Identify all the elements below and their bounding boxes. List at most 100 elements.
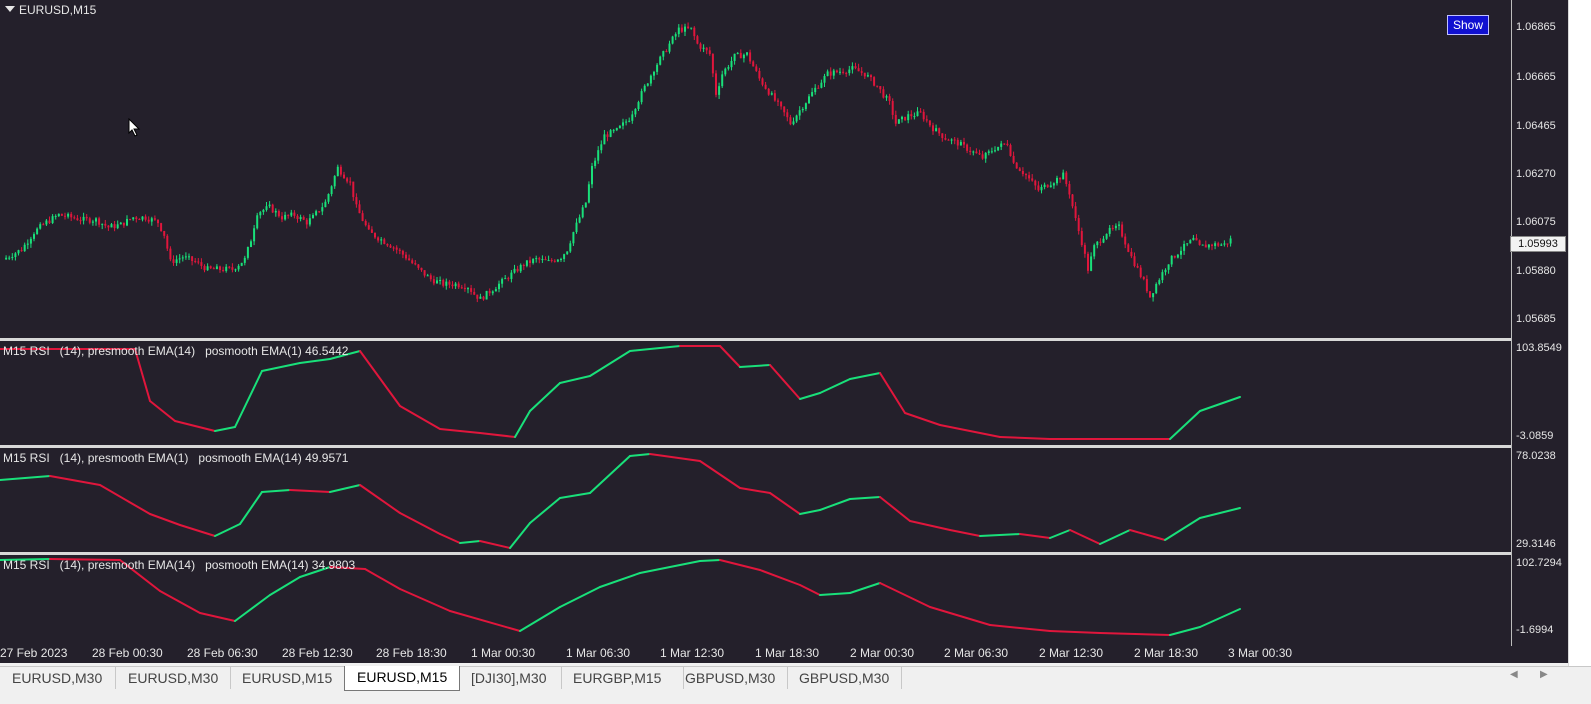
indicator-segment — [479, 540, 511, 549]
indicator-segment — [1199, 396, 1241, 412]
candle-body — [581, 207, 584, 218]
tab-gbpusd-m30-2[interactable]: GBPUSD,M30 — [787, 667, 902, 689]
time-axis[interactable]: 27 Feb 2023 28 Feb 00:30 28 Feb 06:30 28… — [0, 646, 1568, 663]
candle-body — [5, 257, 8, 260]
candle-body — [963, 141, 965, 145]
tab-eurusd-m15-1[interactable]: EURUSD,M15 — [230, 667, 345, 689]
price-chart-pane[interactable]: EURUSD,M15 — [0, 0, 1511, 338]
candle-body — [990, 151, 993, 153]
candle-body — [1080, 231, 1083, 246]
pane-separator[interactable] — [0, 552, 1511, 555]
candle-body — [429, 275, 432, 280]
candle-body — [305, 219, 308, 225]
tab-eurgbp-m15[interactable]: EURGBP,M15 — [561, 667, 684, 689]
tab-eurusd-m30-2[interactable]: EURUSD,M30 — [116, 667, 231, 689]
candle-body — [256, 215, 259, 229]
indicator-segment — [134, 348, 151, 402]
price-tick: 1.05880 — [1516, 265, 1556, 277]
candle-body — [457, 283, 460, 288]
rsi-indicator-pane-3[interactable]: M15 RSI (14), presmooth EMA(14) posmooth… — [0, 555, 1511, 646]
candle-body — [259, 212, 262, 216]
rsi-line-3 — [0, 558, 1241, 636]
rsi-indicator-pane-1[interactable]: M15 RSI (14), presmooth EMA(14) posmooth… — [0, 341, 1511, 445]
candle-body — [984, 152, 987, 159]
candle-body — [73, 217, 76, 219]
tab-scroll-left-icon[interactable]: ◀ — [1510, 669, 1518, 680]
indicator-segment — [849, 582, 881, 594]
candle-body — [1018, 168, 1021, 171]
rsi-line-2 — [0, 453, 1241, 549]
candle-body — [82, 216, 85, 221]
indicator-segment — [559, 586, 601, 608]
pane-separator[interactable] — [0, 445, 1511, 448]
price-tick: 1.06465 — [1516, 120, 1556, 132]
tab-gbpusd-m30-1[interactable]: GBPUSD,M30 — [673, 667, 788, 689]
candle-body — [1031, 178, 1034, 181]
pane-separator[interactable] — [0, 338, 1511, 341]
candle-body — [659, 56, 662, 65]
candle-body — [1226, 243, 1229, 245]
candle-body — [804, 103, 807, 109]
candle-body — [578, 217, 581, 223]
candle-body — [724, 68, 727, 75]
candle-body — [516, 268, 519, 272]
candle-body — [566, 251, 569, 255]
tab-scroll-right-icon[interactable]: ▶ — [1540, 669, 1548, 680]
tab-dji30-m30[interactable]: [DJI30],M30 — [459, 667, 562, 689]
tab-eurusd-m15-active[interactable]: EURUSD,M15 — [344, 666, 460, 691]
candle-body — [913, 116, 916, 118]
dropdown-triangle-icon[interactable] — [5, 6, 15, 12]
time-tick: 2 Mar 00:30 — [850, 646, 915, 660]
rsi-indicator-pane-2[interactable]: M15 RSI (14), presmooth EMA(1) posmooth … — [0, 448, 1511, 552]
candle-body — [662, 51, 665, 57]
indicator-segment — [909, 520, 951, 531]
candle-body — [618, 125, 621, 129]
candle-body — [1006, 143, 1009, 146]
candle-body — [1056, 177, 1058, 184]
candle-body — [408, 258, 411, 261]
candle-body — [85, 216, 88, 219]
price-axis[interactable] — [1511, 0, 1569, 646]
candle-body — [1071, 194, 1074, 207]
candle-body — [234, 269, 237, 271]
candle-body — [860, 71, 863, 73]
candle-body — [1074, 206, 1077, 219]
candle-body — [894, 114, 897, 124]
candlestick-chart[interactable] — [0, 0, 1511, 338]
indicator-segment — [329, 350, 361, 360]
tab-eurusd-m30-1[interactable]: EURUSD,M30 — [0, 667, 116, 689]
candle-body — [1087, 253, 1089, 271]
candle-body — [656, 64, 659, 72]
candle-body — [380, 239, 383, 241]
candle-body — [178, 258, 181, 260]
indicator-segment — [819, 498, 851, 511]
candle-body — [907, 114, 910, 121]
candle-body — [711, 53, 714, 74]
candle-body — [299, 217, 302, 220]
candle-body — [157, 219, 159, 224]
indicator-segment — [1099, 632, 1171, 636]
candle-body — [42, 224, 45, 226]
candle-body — [1139, 267, 1142, 277]
indicator-segment — [234, 594, 271, 622]
indicator-segment — [99, 484, 151, 515]
candle-body — [928, 120, 931, 126]
right-scroll-strip[interactable] — [1568, 0, 1591, 668]
indicator-segment — [329, 484, 361, 493]
candle-body — [653, 71, 655, 76]
indicator-label-2: M15 RSI (14), presmooth EMA(1) posmooth … — [3, 451, 349, 465]
time-tick: 2 Mar 06:30 — [944, 646, 1009, 660]
candle-body — [250, 241, 252, 247]
candle-body — [1046, 184, 1049, 188]
indicator-axis-min: -3.0859 — [1516, 430, 1554, 442]
indicator-segment — [589, 455, 631, 494]
candle-body — [1173, 255, 1176, 258]
candle-body — [556, 259, 559, 262]
candle-body — [795, 115, 798, 122]
symbol-title[interactable]: EURUSD,M15 — [5, 3, 96, 17]
candle-body — [671, 36, 674, 44]
show-button[interactable]: Show — [1447, 15, 1489, 35]
candle-body — [39, 224, 42, 229]
candle-body — [1152, 293, 1155, 298]
candle-body — [925, 119, 928, 121]
